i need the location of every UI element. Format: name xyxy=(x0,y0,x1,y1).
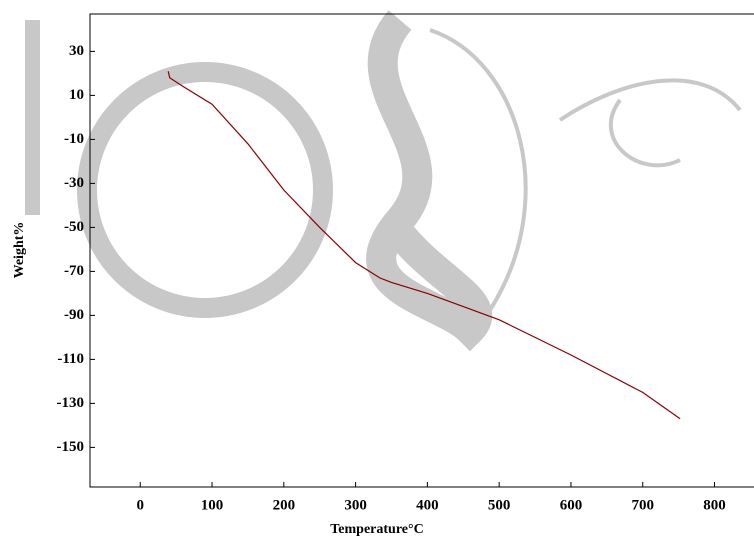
plot-frame xyxy=(89,13,754,488)
y-axis-label: Weight% xyxy=(12,222,27,279)
y-tick-label: -130 xyxy=(57,395,85,411)
y-tick-label: -70 xyxy=(64,263,84,279)
y-tick-label: -10 xyxy=(64,131,84,147)
y-tick-label: -30 xyxy=(64,175,84,191)
x-tick-label: 700 xyxy=(631,497,654,513)
y-tick-label: 30 xyxy=(69,43,84,59)
y-tick-label: -90 xyxy=(64,307,84,323)
watermark-knot xyxy=(366,10,493,352)
watermark-curl xyxy=(429,28,742,312)
x-tick-label: 600 xyxy=(560,497,583,513)
y-tick-label: -150 xyxy=(57,439,85,455)
x-tick-label: 500 xyxy=(488,497,511,513)
watermark-circle xyxy=(77,62,333,318)
data-line xyxy=(167,71,681,420)
y-tick-label: -110 xyxy=(57,351,84,367)
watermark xyxy=(25,10,742,352)
x-tick-label: 400 xyxy=(416,497,439,513)
watermark-bar xyxy=(25,20,40,215)
y-tick-label: 10 xyxy=(69,87,84,103)
x-tick-label: 0 xyxy=(136,497,144,513)
x-axis-label: Temperature°C xyxy=(330,522,423,537)
x-tick-label: 800 xyxy=(703,497,726,513)
x-tick-label: 300 xyxy=(344,497,367,513)
x-tick-label: 200 xyxy=(273,497,296,513)
plot-area: 0 100 200 300 400 500 600 700 800 30 10 -10 -30 -50 -7… xyxy=(57,43,726,514)
x-tick-label: 100 xyxy=(201,497,224,513)
y-tick-label: -50 xyxy=(64,219,84,235)
